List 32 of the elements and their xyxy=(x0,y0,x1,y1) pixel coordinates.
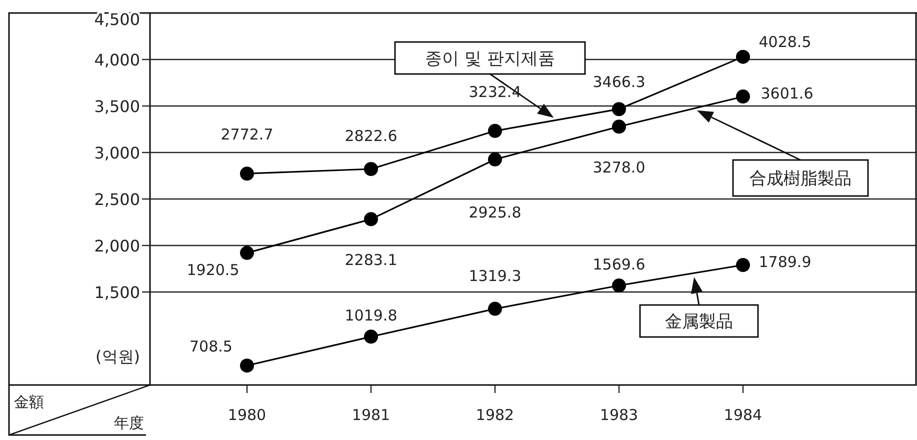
y-tick-label: 4,000 xyxy=(94,50,140,70)
y-tick-label: 3,500 xyxy=(94,97,140,116)
data-label: 2772.7 xyxy=(220,126,274,144)
data-label: 1920.5 xyxy=(186,260,240,279)
data-label: 1789.9 xyxy=(758,253,812,272)
x-axis-title: 年度 xyxy=(114,414,144,432)
data-label: 4028.5 xyxy=(758,32,812,51)
data-label: 2925.8 xyxy=(468,203,522,222)
data-label: 3601.6 xyxy=(760,84,814,103)
y-tick-label: 2,000 xyxy=(94,236,140,256)
x-tick-label: 1982 xyxy=(476,406,514,424)
data-label: 2283.1 xyxy=(344,251,398,270)
series-label: 金属製品 xyxy=(665,312,733,332)
data-label: 3466.3 xyxy=(592,73,646,92)
x-tick-label: 1984 xyxy=(724,406,762,424)
y-tick-label: 3,000 xyxy=(94,144,140,162)
text: 종이 및 판지제품 xyxy=(425,49,555,69)
y-tick-label: 4,500 xyxy=(94,10,140,29)
y-tick-label: 1,500 xyxy=(94,283,140,302)
x-tick-label: 1983 xyxy=(600,406,638,424)
text: 合成樹脂製品 xyxy=(750,169,852,189)
y-tick-label: 2,500 xyxy=(94,190,140,209)
data-label: 2822.6 xyxy=(344,127,398,145)
y-axis-title: 金額 xyxy=(14,393,44,411)
data-label: 708.5 xyxy=(190,338,232,356)
x-tick-label: 1980 xyxy=(228,406,266,424)
x-tick-label: 1981 xyxy=(352,406,390,424)
text: (억원) xyxy=(96,347,140,366)
data-label: 1569.6 xyxy=(592,256,646,274)
data-label: 3278.0 xyxy=(592,158,646,177)
data-label: 1019.8 xyxy=(344,306,398,325)
data-label: 1319.3 xyxy=(468,266,522,285)
